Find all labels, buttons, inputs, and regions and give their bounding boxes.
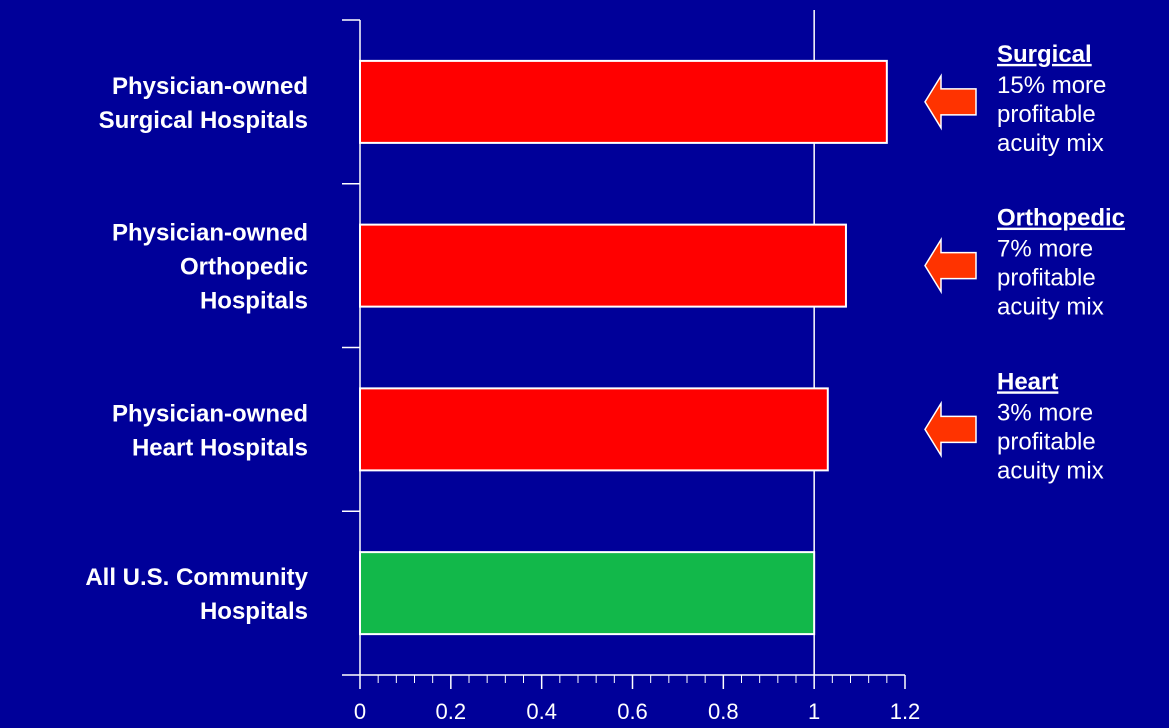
annotation-heading: Heart (997, 368, 1058, 395)
category-label: Surgical Hospitals (99, 107, 308, 134)
x-tick-label: 0.6 (617, 699, 648, 724)
category-label: Physician-owned (112, 73, 308, 100)
category-label: All U.S. Community (85, 564, 308, 591)
annotation-line: profitable (997, 265, 1096, 292)
x-tick-label: 0.2 (436, 699, 467, 724)
category-label: Orthopedic (180, 254, 308, 281)
annotation-line: acuity mix (997, 294, 1104, 321)
annotation-line: acuity mix (997, 457, 1104, 484)
x-tick-label: 0.4 (526, 699, 557, 724)
annotation-line: 3% more (997, 399, 1093, 426)
annotation-line: acuity mix (997, 130, 1104, 157)
annotation-arrow-icon (924, 73, 977, 131)
annotation-line: profitable (997, 101, 1096, 128)
annotation-heading: Orthopedic (997, 205, 1125, 232)
bars (359, 59, 888, 636)
category-label: Hospitals (200, 288, 308, 315)
annotation-arrow-icon (924, 236, 977, 295)
x-tick-labels: 0 0.2 0.4 0.6 0.8 1 1.2 (354, 699, 920, 724)
category-label: Hospitals (200, 598, 308, 625)
bar (359, 223, 847, 308)
x-tick-label: 0.8 (708, 699, 739, 724)
x-tick-label: 1.2 (890, 699, 921, 724)
category-label: Heart Hospitals (132, 434, 308, 461)
category-labels: Physician-owned Surgical Hospitals Physici… (85, 73, 308, 625)
bar (359, 59, 888, 144)
bar (359, 551, 816, 636)
bar (359, 387, 829, 472)
annotation-line: profitable (997, 428, 1096, 455)
x-tick-label: 1 (808, 699, 820, 724)
category-label: Physician-owned (112, 220, 308, 247)
annotation-line: 15% more (997, 72, 1106, 99)
annotation-heading: Surgical (997, 41, 1092, 68)
annotation-arrow-icon (924, 400, 977, 459)
annotation-line: 7% more (997, 236, 1093, 263)
category-label: Physician-owned (112, 400, 308, 427)
x-tick-label: 0 (354, 699, 366, 724)
